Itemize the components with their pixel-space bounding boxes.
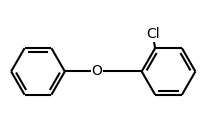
Text: Cl: Cl	[146, 27, 160, 41]
Text: O: O	[92, 65, 102, 78]
